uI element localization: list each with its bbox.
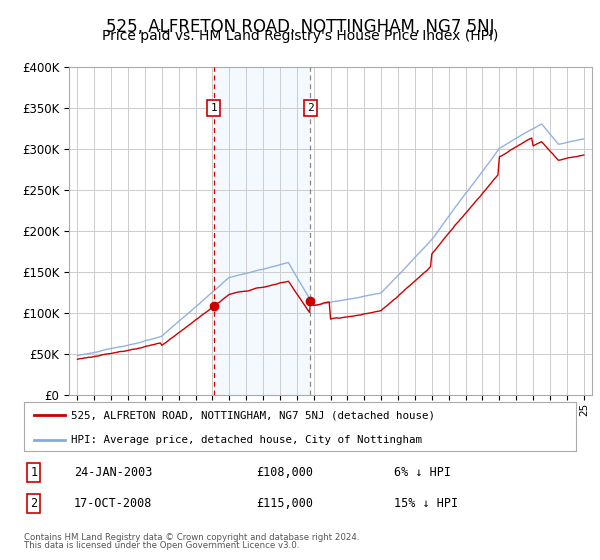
- Bar: [214, 67, 310, 395]
- Text: 525, ALFRETON ROAD, NOTTINGHAM, NG7 5NJ: 525, ALFRETON ROAD, NOTTINGHAM, NG7 5NJ: [106, 18, 494, 36]
- Text: 2: 2: [307, 103, 314, 113]
- Text: 17-OCT-2008: 17-OCT-2008: [74, 497, 152, 510]
- Text: 24-JAN-2003: 24-JAN-2003: [74, 466, 152, 479]
- Text: 525, ALFRETON ROAD, NOTTINGHAM, NG7 5NJ (detached house): 525, ALFRETON ROAD, NOTTINGHAM, NG7 5NJ …: [71, 410, 435, 421]
- Text: This data is licensed under the Open Government Licence v3.0.: This data is licensed under the Open Gov…: [24, 541, 299, 550]
- Text: 1: 1: [31, 466, 37, 479]
- Text: £115,000: £115,000: [256, 497, 313, 510]
- Text: £108,000: £108,000: [256, 466, 313, 479]
- Text: 2: 2: [31, 497, 37, 510]
- Text: Price paid vs. HM Land Registry's House Price Index (HPI): Price paid vs. HM Land Registry's House …: [102, 29, 498, 43]
- Text: 1: 1: [210, 103, 217, 113]
- Text: 15% ↓ HPI: 15% ↓ HPI: [394, 497, 458, 510]
- Text: HPI: Average price, detached house, City of Nottingham: HPI: Average price, detached house, City…: [71, 435, 422, 445]
- Text: Contains HM Land Registry data © Crown copyright and database right 2024.: Contains HM Land Registry data © Crown c…: [24, 533, 359, 542]
- Text: 6% ↓ HPI: 6% ↓ HPI: [394, 466, 451, 479]
